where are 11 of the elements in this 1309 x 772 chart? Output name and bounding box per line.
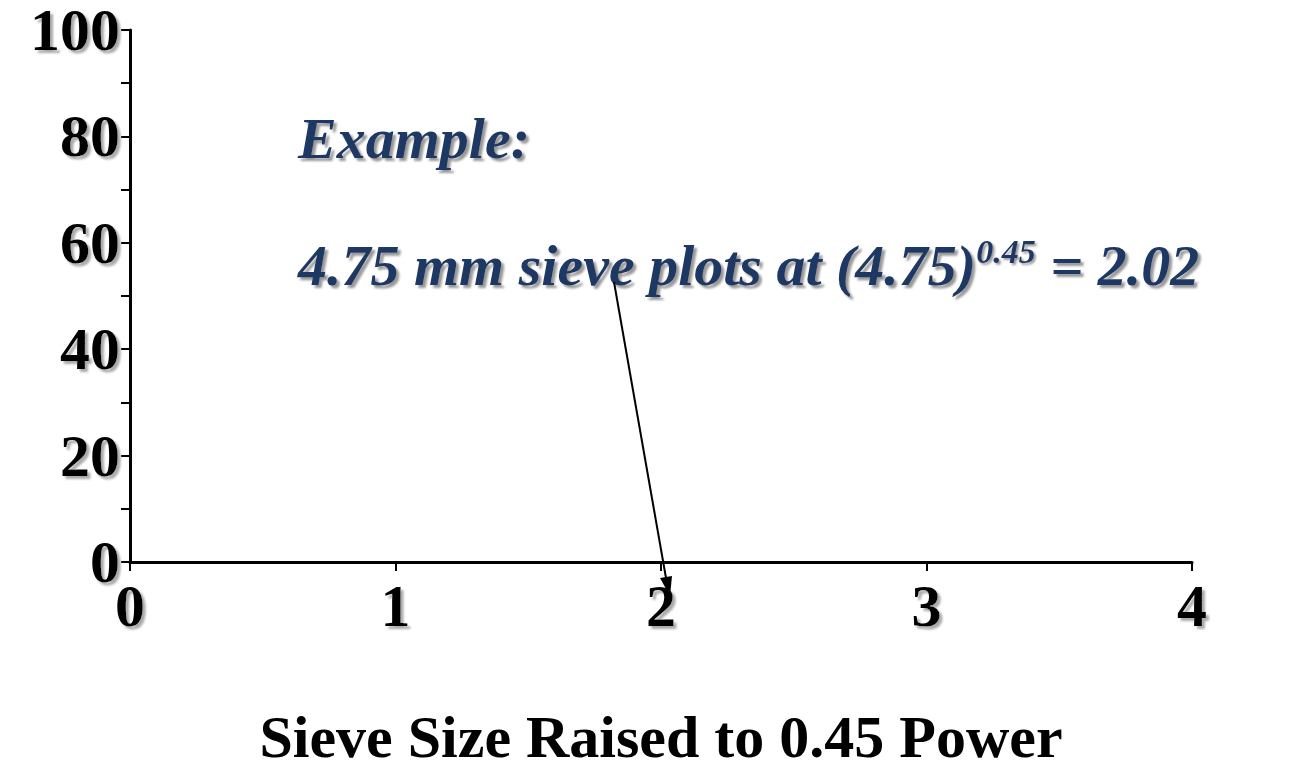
y-tick-label: 40 <box>60 316 120 383</box>
annotation: Example: <box>297 105 530 171</box>
x-tick-label: 4 <box>1177 573 1207 639</box>
x-tick-label: 1 <box>380 573 411 639</box>
x-axis-title: Sieve Size Raised to 0.45 Power <box>259 704 1063 770</box>
y-tick-label: 20 <box>60 422 120 489</box>
y-tick-label: 60 <box>60 209 120 276</box>
y-tick-label: 100 <box>30 0 120 63</box>
x-tick-label: 2 <box>646 573 676 639</box>
y-tick-label: 80 <box>60 103 120 170</box>
x-tick-label: 3 <box>911 573 942 639</box>
